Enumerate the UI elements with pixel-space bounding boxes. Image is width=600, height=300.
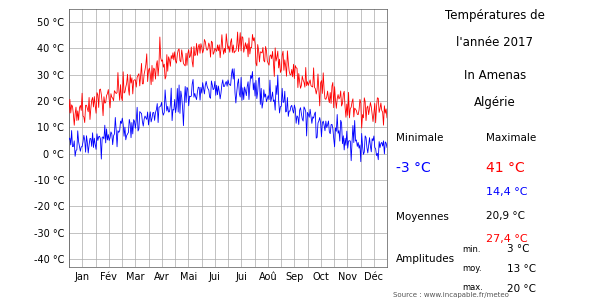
Text: min.: min. bbox=[462, 244, 481, 253]
Text: -3 °C: -3 °C bbox=[396, 160, 431, 175]
Text: Algérie: Algérie bbox=[474, 96, 516, 109]
Text: 41 °C: 41 °C bbox=[486, 160, 525, 175]
Text: 14,4 °C: 14,4 °C bbox=[486, 188, 527, 197]
Text: 20,9 °C: 20,9 °C bbox=[486, 212, 525, 221]
Text: Moyennes: Moyennes bbox=[396, 212, 449, 221]
Text: l'année 2017: l'année 2017 bbox=[457, 36, 533, 49]
Text: Minimale: Minimale bbox=[396, 134, 443, 143]
Text: Maximale: Maximale bbox=[486, 134, 536, 143]
Text: 13 °C: 13 °C bbox=[507, 264, 536, 274]
Text: 27,4 °C: 27,4 °C bbox=[486, 234, 527, 244]
Text: Températures de: Températures de bbox=[445, 9, 545, 22]
Text: 3 °C: 3 °C bbox=[507, 244, 530, 254]
Text: max.: max. bbox=[462, 284, 483, 292]
Text: In Amenas: In Amenas bbox=[464, 69, 526, 82]
Text: Amplitudes: Amplitudes bbox=[396, 254, 455, 263]
Text: Source : www.incapable.fr/meteo: Source : www.incapable.fr/meteo bbox=[393, 292, 509, 298]
Text: moy.: moy. bbox=[462, 264, 482, 273]
Text: 20 °C: 20 °C bbox=[507, 284, 536, 293]
